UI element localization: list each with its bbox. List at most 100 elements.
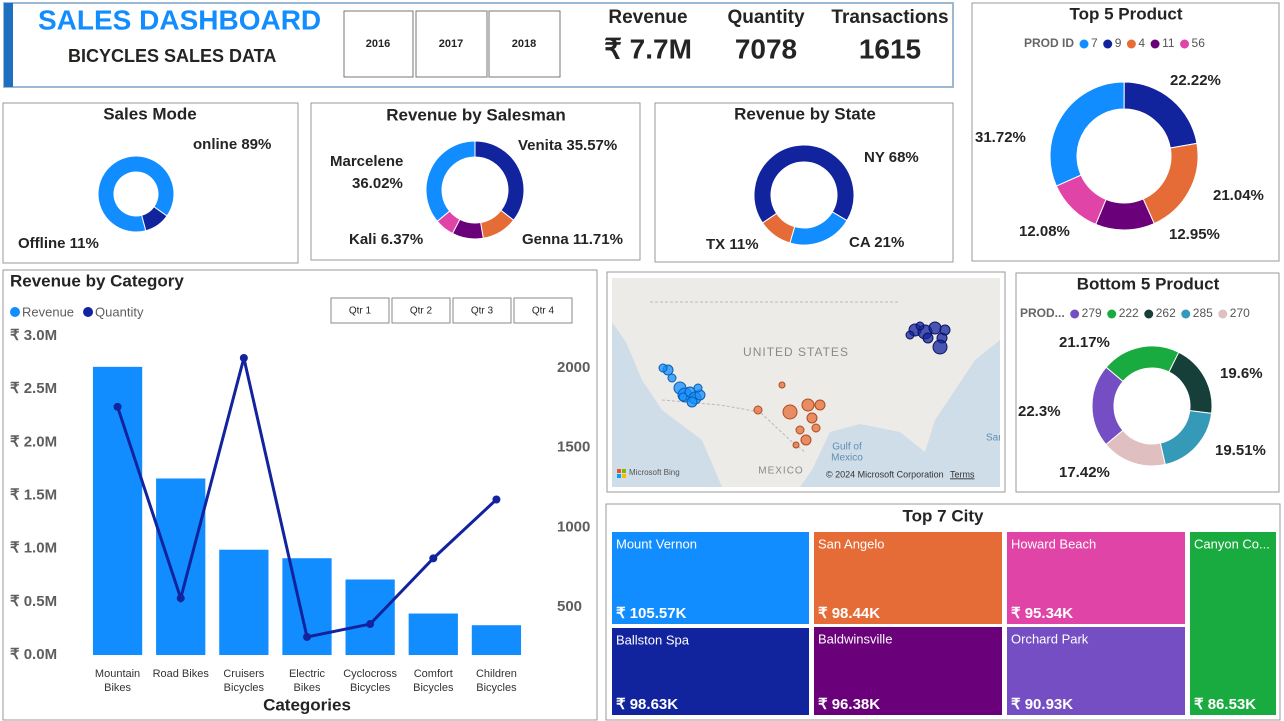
line-point bbox=[366, 620, 375, 629]
value-label: 17.42% bbox=[1059, 464, 1110, 481]
bar bbox=[471, 625, 522, 655]
value-label: 19.51% bbox=[1215, 442, 1266, 459]
map-bubble bbox=[792, 441, 800, 449]
value-label: 21.04% bbox=[1213, 187, 1264, 204]
logo bbox=[622, 469, 626, 473]
map-label: Mexico bbox=[831, 453, 863, 464]
map-bubble bbox=[693, 383, 703, 393]
value-label: 11% bbox=[70, 235, 99, 252]
donut-slice bbox=[425, 140, 476, 222]
category-label: Genna bbox=[522, 231, 569, 248]
kpi-value: 1615 bbox=[859, 33, 921, 64]
tile-value: ₹ 86.53K bbox=[1194, 696, 1256, 713]
y-tick-label: ₹ 0.5M bbox=[10, 593, 57, 610]
data-label: Venita 35.57% bbox=[518, 137, 617, 154]
legend-marker bbox=[1126, 39, 1136, 49]
quarter-slicer[interactable] bbox=[452, 297, 512, 324]
legend-label: 262 bbox=[1156, 306, 1176, 320]
chart-title: Top 7 City bbox=[903, 506, 984, 525]
category-label: Offline bbox=[18, 235, 66, 252]
value-label: 35.57% bbox=[566, 137, 617, 154]
legend-title: PROD ID bbox=[1024, 36, 1074, 50]
data-label: 12.08% bbox=[1019, 223, 1070, 240]
slicer-label: Qtr 1 bbox=[349, 306, 372, 317]
treemap-tile bbox=[1188, 530, 1278, 717]
bar bbox=[156, 478, 206, 655]
value-label: 68% bbox=[889, 149, 919, 166]
logo bbox=[617, 469, 621, 473]
line-point bbox=[429, 554, 438, 563]
y2-tick-label: 1500 bbox=[557, 439, 590, 456]
data-label: 12.95% bbox=[1169, 226, 1220, 243]
tile-value: ₹ 98.44K bbox=[818, 605, 880, 622]
data-label: 31.72% bbox=[975, 129, 1026, 146]
y2-tick-label: 2000 bbox=[557, 359, 590, 376]
legend-marker bbox=[1181, 309, 1191, 319]
year-slicer[interactable] bbox=[488, 10, 561, 78]
kpi-value: 7078 bbox=[735, 33, 797, 64]
treemap-tile bbox=[610, 530, 811, 626]
dashboard-subtitle: BICYCLES SALES DATA bbox=[68, 46, 276, 66]
year-slicer[interactable] bbox=[415, 10, 488, 78]
map-bubble bbox=[753, 405, 763, 415]
tile-label: San Angelo bbox=[818, 536, 885, 551]
map-bubble bbox=[922, 332, 934, 344]
category-label: online bbox=[193, 136, 237, 153]
legend-label: Quantity bbox=[95, 304, 144, 319]
x-tick-label: Mountain Bikes bbox=[94, 668, 141, 694]
map-bubble bbox=[905, 330, 915, 340]
quarter-slicer[interactable] bbox=[330, 297, 390, 324]
treemap-tile bbox=[812, 530, 1004, 626]
legend-label: 4 bbox=[1138, 36, 1145, 50]
line-point bbox=[303, 632, 311, 641]
value-label: 31.72% bbox=[975, 129, 1026, 146]
chart-title: Revenue by Salesman bbox=[386, 105, 566, 124]
legend-label: 222 bbox=[1119, 306, 1139, 320]
year-label: 2016 bbox=[366, 38, 390, 50]
data-label: 19.6% bbox=[1220, 365, 1263, 382]
panel bbox=[2, 102, 299, 264]
map-bubble bbox=[939, 324, 951, 336]
data-label: 22.22% bbox=[1170, 72, 1221, 89]
x-axis-title: Categories bbox=[263, 695, 351, 714]
y2-tick-label: 500 bbox=[557, 598, 582, 615]
bar bbox=[345, 579, 395, 655]
legend-label: Revenue bbox=[22, 304, 74, 319]
y-tick-label: ₹ 0.0M bbox=[10, 646, 57, 663]
x-tick-label: Children Bicycles bbox=[475, 668, 517, 694]
legend-title: PROD... bbox=[1020, 306, 1065, 320]
value-label: 21.17% bbox=[1059, 334, 1110, 351]
data-label: Kali 6.37% bbox=[349, 231, 423, 248]
data-label: online 89% bbox=[193, 136, 271, 153]
year-slicer[interactable] bbox=[343, 10, 414, 78]
line-point bbox=[113, 402, 122, 411]
legend-marker bbox=[1144, 309, 1154, 319]
value-label: 11.71% bbox=[573, 231, 623, 248]
map-bubble bbox=[782, 404, 798, 420]
map-bubble bbox=[928, 321, 942, 335]
map-bubble bbox=[686, 396, 698, 408]
legend-label: 11 bbox=[1162, 36, 1175, 50]
donut-slice bbox=[753, 144, 855, 224]
map-label: UNITED STATES bbox=[743, 345, 849, 359]
tile-value: ₹ 90.93K bbox=[1011, 696, 1073, 713]
dashboard-title: SALES DASHBOARD bbox=[38, 4, 321, 35]
donut-slice bbox=[97, 155, 175, 233]
map-land bbox=[612, 278, 1000, 487]
map-bubble bbox=[932, 339, 948, 355]
legend-marker bbox=[1107, 309, 1117, 319]
line-point bbox=[176, 594, 185, 603]
data-label: Marcelene bbox=[330, 153, 403, 170]
chart-title: Revenue by State bbox=[734, 104, 876, 123]
data-label: 21.17% bbox=[1059, 334, 1110, 351]
map-terms[interactable]: Terms bbox=[950, 469, 975, 479]
bar bbox=[219, 549, 269, 655]
quarter-slicer[interactable] bbox=[513, 297, 573, 324]
kpi-label: Quantity bbox=[727, 7, 804, 28]
data-label: 17.42% bbox=[1059, 464, 1110, 481]
tile-label: Howard Beach bbox=[1011, 536, 1096, 551]
map-bubble bbox=[667, 373, 677, 383]
quarter-slicer[interactable] bbox=[391, 297, 451, 324]
y2-tick-label: 1000 bbox=[557, 518, 590, 535]
